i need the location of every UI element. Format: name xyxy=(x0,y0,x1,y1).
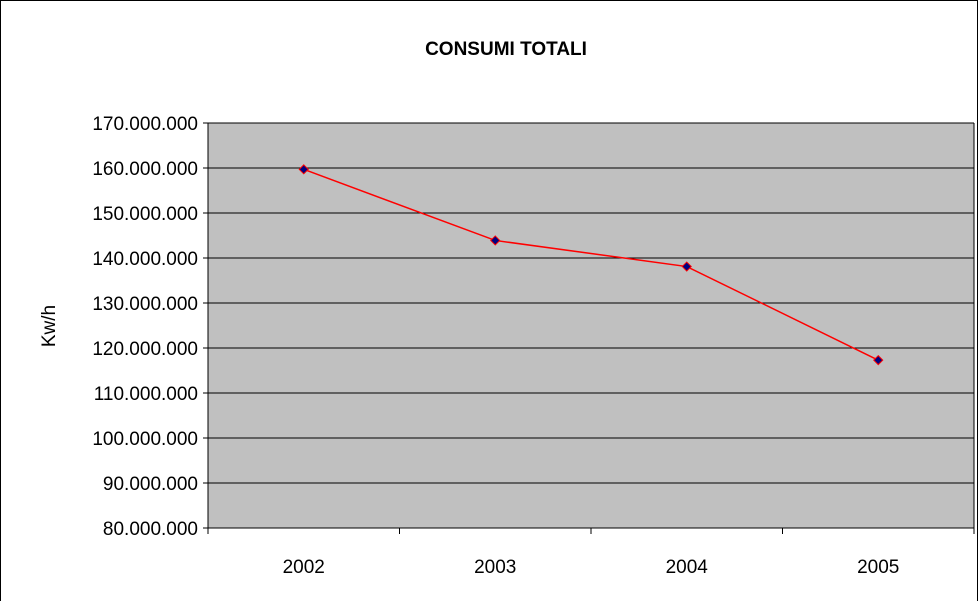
data-point-marker xyxy=(298,164,309,175)
x-tick-label: 2005 xyxy=(857,557,899,578)
y-tick-label: 160.000.000 xyxy=(92,159,198,180)
data-point-marker xyxy=(490,235,501,246)
chart-title: CONSUMI TOTALI xyxy=(425,39,587,60)
y-tick-label: 80.000.000 xyxy=(103,519,198,540)
y-tick-label: 140.000.000 xyxy=(92,249,198,270)
y-tick-label: 150.000.000 xyxy=(92,204,198,225)
x-tick-label: 2002 xyxy=(283,557,325,578)
data-point-marker xyxy=(681,261,692,272)
y-tick-label: 110.000.000 xyxy=(94,384,198,405)
x-tick-label: 2004 xyxy=(666,557,709,578)
y-tick-label: 100.000.000 xyxy=(92,429,198,450)
y-axis-label: Kw/h xyxy=(39,305,60,347)
y-tick-label: 130.000.000 xyxy=(92,294,198,315)
y-tick-label: 170.000.000 xyxy=(92,114,198,135)
y-tick-label: 90.000.000 xyxy=(103,474,198,495)
y-tick-label: 120.000.000 xyxy=(92,339,198,360)
data-point-marker xyxy=(873,354,884,366)
x-tick-label: 2003 xyxy=(474,557,516,578)
plot-background xyxy=(208,123,974,528)
plot-area: 80.000.000 90.000.000 100.000.000 110.000.0… xyxy=(92,114,975,578)
series-line xyxy=(303,168,879,361)
